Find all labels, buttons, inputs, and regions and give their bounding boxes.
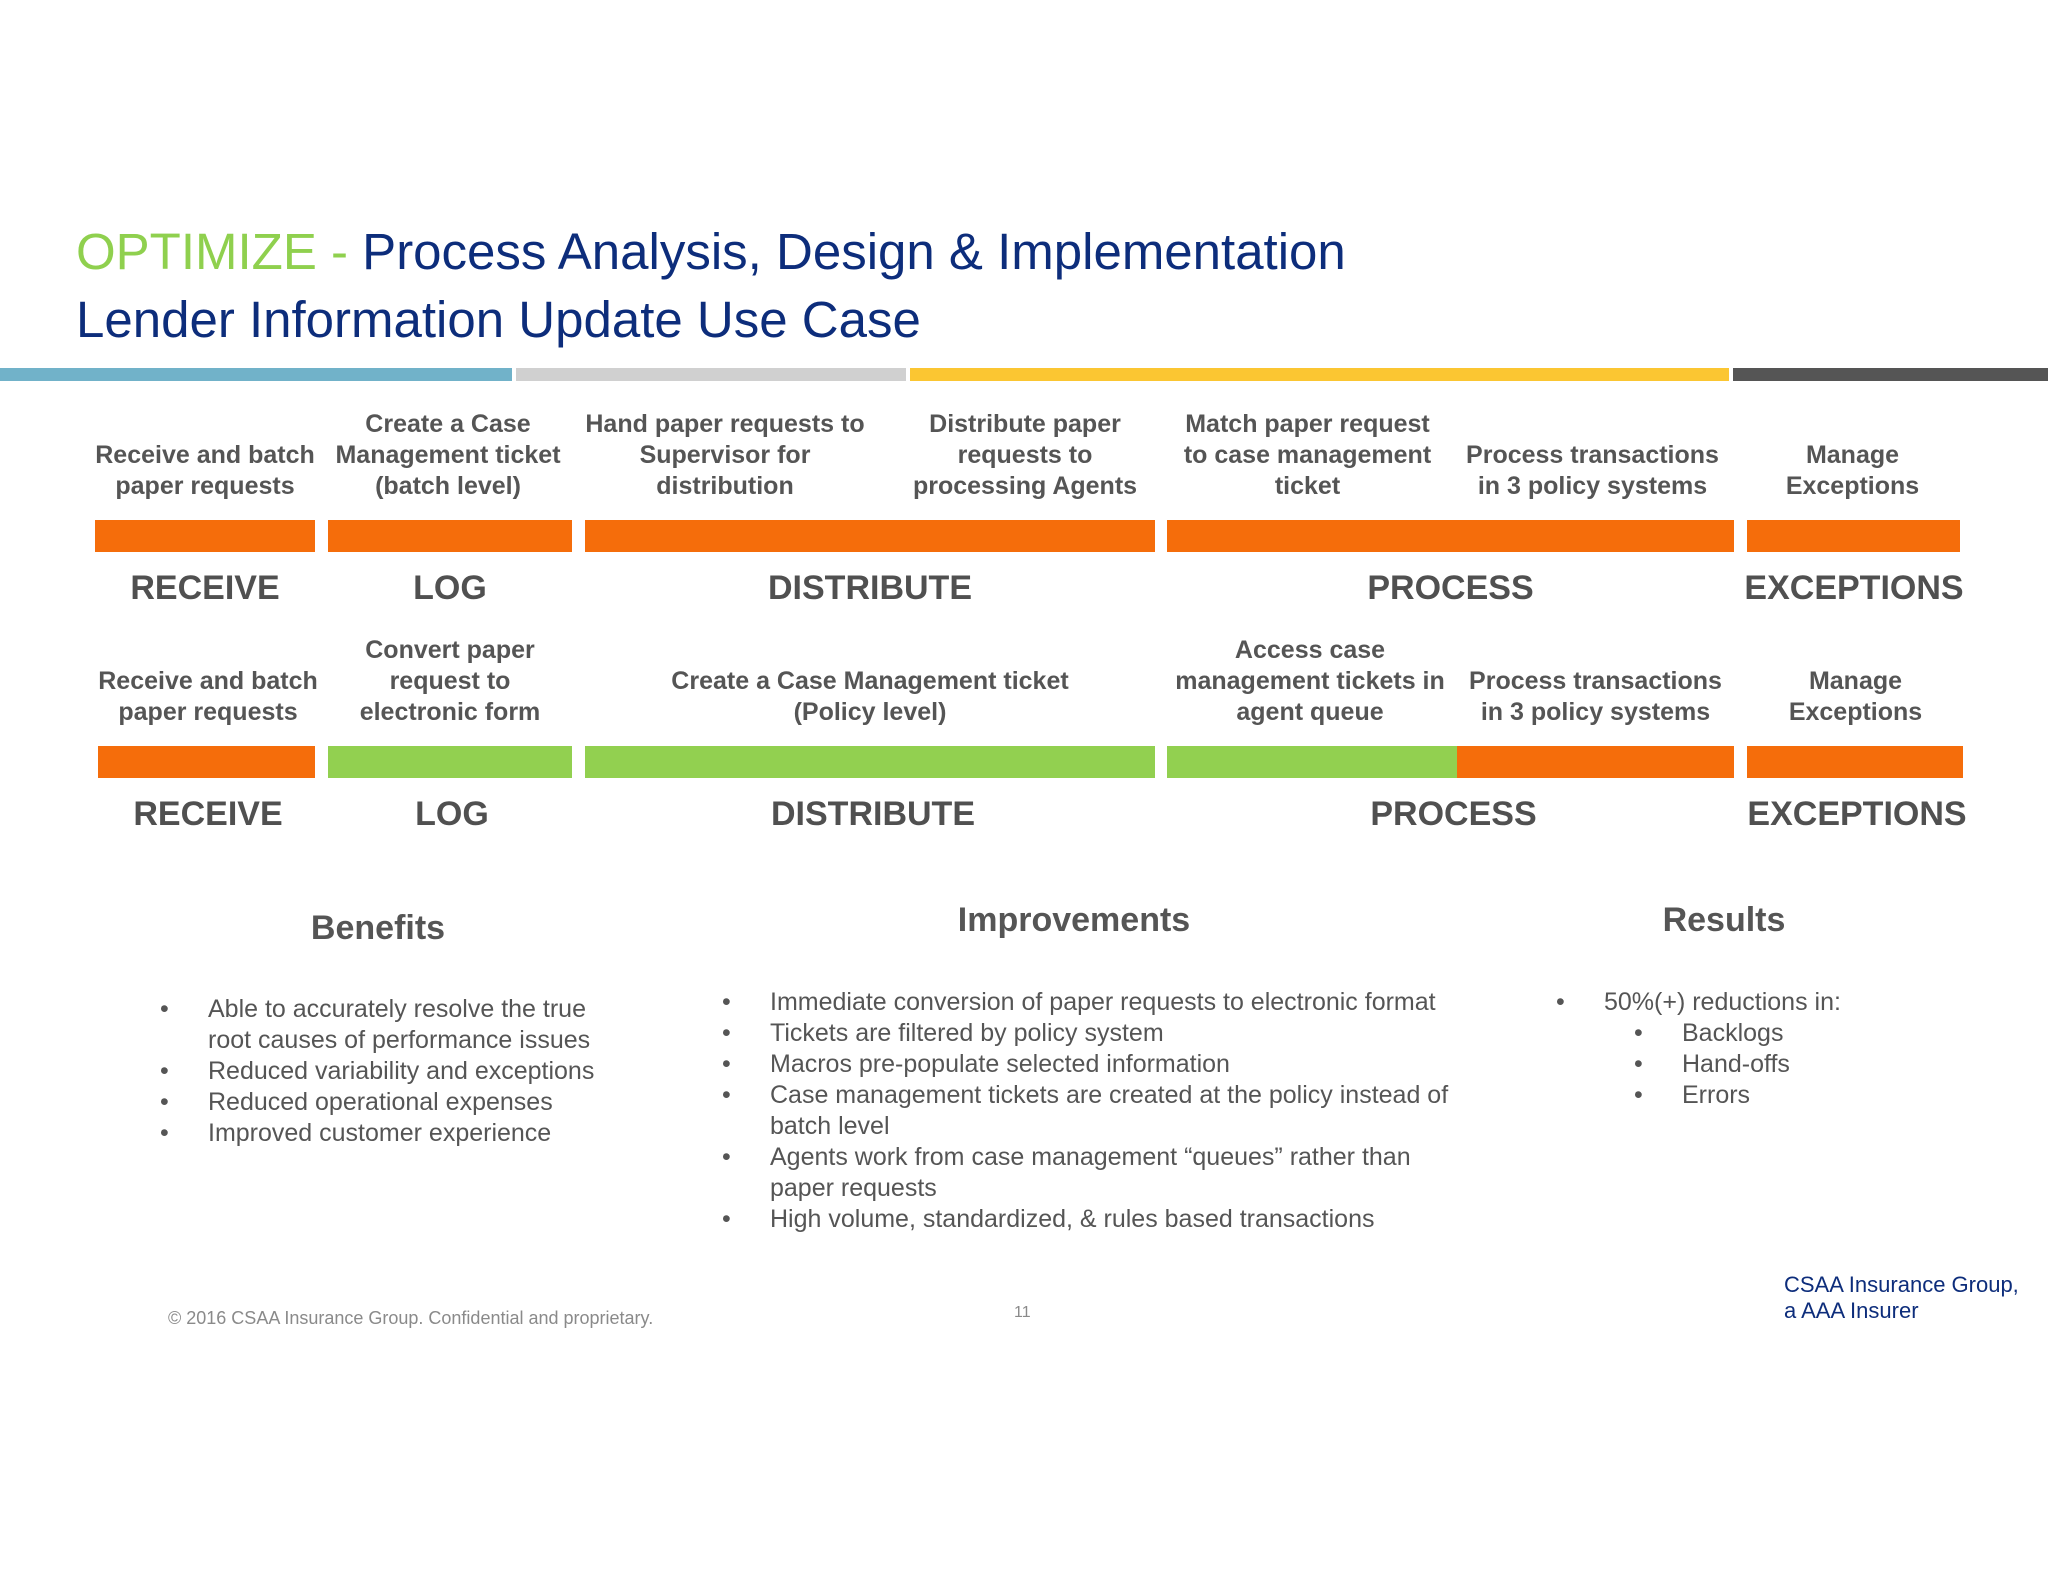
current-step-hand: Hand paper requests to Supervisor for di… [585,410,865,500]
results-heading: Results [1662,901,1786,939]
brand-line-2: a AAA Insurer [1784,1298,1919,1323]
future-bar-process-transactions [1457,746,1734,778]
future-step-convert: Convert paper request to electronic form [359,636,541,726]
stripe-dark [1733,368,2048,381]
list-item: Reduced variability and exceptions [160,1056,620,1087]
list-item: Errors [1634,1080,1956,1111]
page-title: OPTIMIZE - Process Analysis, Design & Im… [76,222,1346,282]
current-bar-process [1167,520,1734,552]
page-number: 11 [1014,1304,1031,1321]
list-item: Backlogs [1634,1018,1956,1049]
current-bar-distribute [585,520,1155,552]
future-bar-distribute [585,746,1155,778]
current-step-process: Process transactions in 3 policy systems [1466,441,1719,500]
future-step-exceptions: Manage Exceptions [1788,667,1923,726]
current-step-distribute: Distribute paper requests to processing … [912,410,1138,500]
improvements-list: Immediate conversion of paper requests t… [722,987,1482,1235]
list-item: High volume, standardized, & rules based… [722,1204,1482,1235]
list-item: Able to accurately resolve the true root… [160,994,620,1056]
benefits-heading: Benefits [310,909,446,947]
future-step-access: Access case management tickets in agent … [1175,636,1445,726]
future-bar-process-access [1167,746,1457,778]
list-item: Macros pre-populate selected information [722,1049,1482,1080]
page-subtitle: Lender Information Update Use Case [76,291,921,348]
future-step-create-ticket: Create a Case Management ticket (Policy … [671,667,1069,726]
brand-line-1: CSAA Insurance Group, [1784,1272,2019,1297]
future-phase-log: LOG [415,795,489,833]
current-step-match: Match paper request to case management t… [1183,410,1432,500]
results-sublist-wrapper: Backlogs Hand-offs Errors [1556,1018,1956,1111]
current-bar-exceptions [1747,520,1960,552]
results-sublist: Backlogs Hand-offs Errors [1556,1018,1956,1111]
current-phase-log: LOG [413,569,487,607]
results-item-label: 50%(+) reductions in: [1604,988,1841,1016]
title-accent: OPTIMIZE [76,223,317,280]
list-item: Immediate conversion of paper requests t… [722,987,1482,1018]
future-phase-receive: RECEIVE [133,795,283,833]
list-item: Case management tickets are created at t… [722,1080,1470,1142]
list-item: Reduced operational expenses [160,1087,620,1118]
current-phase-distribute: DISTRIBUTE [768,569,972,607]
stripe-gray [516,368,906,381]
future-bar-exceptions [1747,746,1963,778]
brand-logo: CSAA Insurance Group, a AAA Insurer [1784,1272,2019,1324]
improvements-heading: Improvements [957,901,1191,939]
current-phase-exceptions: EXCEPTIONS [1744,569,1964,607]
list-item: Agents work from case management “queues… [722,1142,1470,1204]
current-phase-process: PROCESS [1367,569,1534,607]
list-item: Tickets are filtered by policy system [722,1018,1482,1049]
stripe-yellow [910,368,1729,381]
stripe-blue [0,368,512,381]
results-list: 50%(+) reductions in: Backlogs Hand-offs… [1556,987,1956,1111]
future-step-receive: Receive and batch paper requests [98,667,318,726]
future-step-process: Process transactions in 3 policy systems [1469,667,1722,726]
current-step-receive: Receive and batch paper requests [95,441,315,500]
title-main: Process Analysis, Design & Implementatio… [362,223,1346,280]
current-bar-log [328,520,572,552]
list-item: Improved customer experience [160,1118,620,1149]
footer-copyright: © 2016 CSAA Insurance Group. Confidentia… [168,1308,654,1328]
future-bar-log [328,746,572,778]
list-item: Hand-offs [1634,1049,1956,1080]
future-phase-exceptions: EXCEPTIONS [1747,795,1967,833]
title-separator: - [316,223,363,280]
current-step-exceptions: Manage Exceptions [1785,441,1920,500]
future-bar-receive [98,746,315,778]
future-phase-distribute: DISTRIBUTE [771,795,975,833]
benefits-list: Able to accurately resolve the true root… [160,994,620,1149]
current-phase-receive: RECEIVE [130,569,280,607]
list-item: 50%(+) reductions in: [1556,987,1956,1018]
current-bar-receive [95,520,315,552]
future-phase-process: PROCESS [1370,795,1537,833]
current-step-log: Create a Case Management ticket (batch l… [335,410,561,500]
